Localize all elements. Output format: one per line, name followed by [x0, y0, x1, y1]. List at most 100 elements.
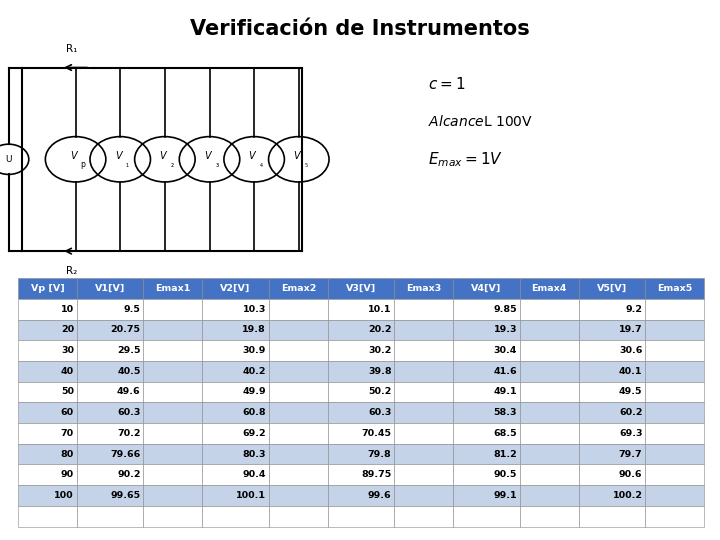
- Bar: [579, 299, 645, 320]
- Bar: [453, 361, 520, 382]
- Bar: [328, 464, 395, 485]
- Bar: [202, 464, 269, 485]
- Bar: [579, 506, 645, 526]
- Text: ₁: ₁: [126, 160, 129, 169]
- Bar: [395, 402, 453, 423]
- Bar: [645, 423, 704, 444]
- Bar: [395, 464, 453, 485]
- Bar: [202, 382, 269, 402]
- Bar: [77, 423, 143, 444]
- Bar: [269, 444, 328, 464]
- Text: 30.6: 30.6: [619, 346, 642, 355]
- Bar: [579, 361, 645, 382]
- Bar: [143, 382, 202, 402]
- Text: V2[V]: V2[V]: [220, 284, 251, 293]
- Bar: [328, 485, 395, 506]
- Bar: [395, 320, 453, 340]
- Bar: [520, 320, 579, 340]
- Bar: [520, 340, 579, 361]
- Text: 90.2: 90.2: [117, 470, 140, 480]
- Bar: [77, 464, 143, 485]
- Bar: [269, 361, 328, 382]
- Bar: [18, 278, 77, 299]
- Bar: [18, 464, 77, 485]
- Bar: [269, 320, 328, 340]
- Text: V: V: [204, 151, 211, 161]
- Text: 30.9: 30.9: [243, 346, 266, 355]
- Bar: [645, 444, 704, 464]
- Text: 29.5: 29.5: [117, 346, 140, 355]
- Bar: [579, 402, 645, 423]
- Text: R₂: R₂: [66, 266, 78, 276]
- Bar: [395, 299, 453, 320]
- Bar: [143, 444, 202, 464]
- Text: 70.45: 70.45: [361, 429, 392, 438]
- Bar: [328, 423, 395, 444]
- Text: Emax4: Emax4: [531, 284, 567, 293]
- Text: 9.2: 9.2: [626, 305, 642, 314]
- Bar: [328, 299, 395, 320]
- Bar: [18, 299, 77, 320]
- Bar: [520, 444, 579, 464]
- Text: 80.3: 80.3: [243, 449, 266, 458]
- Bar: [395, 444, 453, 464]
- Bar: [18, 361, 77, 382]
- Bar: [395, 340, 453, 361]
- Bar: [18, 320, 77, 340]
- Text: $E_{max} = 1V$: $E_{max} = 1V$: [428, 150, 503, 168]
- Text: 41.6: 41.6: [493, 367, 517, 376]
- Bar: [579, 444, 645, 464]
- Text: 100.2: 100.2: [613, 491, 642, 500]
- Bar: [395, 485, 453, 506]
- Text: 79.7: 79.7: [619, 449, 642, 458]
- Bar: [269, 506, 328, 526]
- Bar: [18, 382, 77, 402]
- Bar: [328, 402, 395, 423]
- Text: 30: 30: [61, 346, 74, 355]
- Text: V5[V]: V5[V]: [597, 284, 627, 293]
- Text: 80: 80: [60, 449, 74, 458]
- Bar: [202, 361, 269, 382]
- Bar: [143, 278, 202, 299]
- Bar: [18, 340, 77, 361]
- Bar: [453, 485, 520, 506]
- Text: 40: 40: [60, 367, 74, 376]
- Text: Vp [V]: Vp [V]: [30, 284, 64, 293]
- Text: 20.2: 20.2: [368, 325, 392, 334]
- Bar: [18, 485, 77, 506]
- Text: 10.1: 10.1: [368, 305, 392, 314]
- Bar: [453, 444, 520, 464]
- Bar: [453, 382, 520, 402]
- Bar: [579, 278, 645, 299]
- Bar: [453, 506, 520, 526]
- Text: ₃: ₃: [215, 160, 218, 169]
- Bar: [645, 485, 704, 506]
- Text: 20: 20: [60, 325, 74, 334]
- Text: 10: 10: [60, 305, 74, 314]
- Text: 90.4: 90.4: [243, 470, 266, 480]
- Text: ₄: ₄: [260, 160, 263, 169]
- Text: 49.1: 49.1: [493, 388, 517, 396]
- Text: 19.3: 19.3: [493, 325, 517, 334]
- Bar: [202, 444, 269, 464]
- Bar: [202, 340, 269, 361]
- Bar: [77, 278, 143, 299]
- Text: 60.3: 60.3: [117, 408, 140, 417]
- Text: 50: 50: [61, 388, 74, 396]
- Bar: [579, 423, 645, 444]
- Bar: [579, 485, 645, 506]
- Text: 70.2: 70.2: [117, 429, 140, 438]
- Bar: [143, 464, 202, 485]
- Bar: [269, 278, 328, 299]
- Text: 40.1: 40.1: [619, 367, 642, 376]
- Text: 100: 100: [54, 491, 74, 500]
- Bar: [579, 340, 645, 361]
- Text: 60.2: 60.2: [619, 408, 642, 417]
- Bar: [328, 320, 395, 340]
- Bar: [453, 299, 520, 320]
- Bar: [520, 382, 579, 402]
- Bar: [269, 464, 328, 485]
- Bar: [143, 320, 202, 340]
- Bar: [520, 423, 579, 444]
- Text: p: p: [81, 160, 85, 169]
